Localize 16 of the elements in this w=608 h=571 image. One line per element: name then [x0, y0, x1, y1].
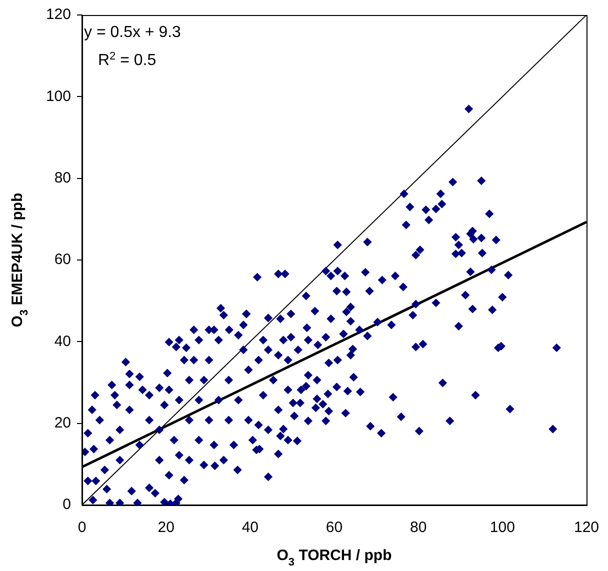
x-tick-label: 100	[490, 519, 515, 536]
y-tick-label: 80	[54, 169, 71, 186]
y-tick-label: 120	[46, 6, 71, 24]
y-tick-label: 20	[54, 414, 71, 432]
x-tick-label: 120	[574, 519, 599, 536]
x-tick-label: 80	[410, 519, 427, 536]
y-tick-label: 40	[54, 332, 71, 350]
y-tick-label: 0	[62, 496, 71, 514]
x-tick-label: 20	[158, 519, 174, 536]
x-tick-label: 60	[326, 519, 343, 536]
y-axis-title: O3 EMEP4UK / ppb	[9, 192, 30, 328]
x-tick-label: 0	[78, 519, 86, 536]
y-tick-label: 60	[54, 251, 71, 268]
annotation: y = 0.5x + 9.3	[84, 24, 182, 41]
x-tick-label: 40	[242, 519, 259, 536]
y-tick-label: 100	[46, 88, 71, 105]
